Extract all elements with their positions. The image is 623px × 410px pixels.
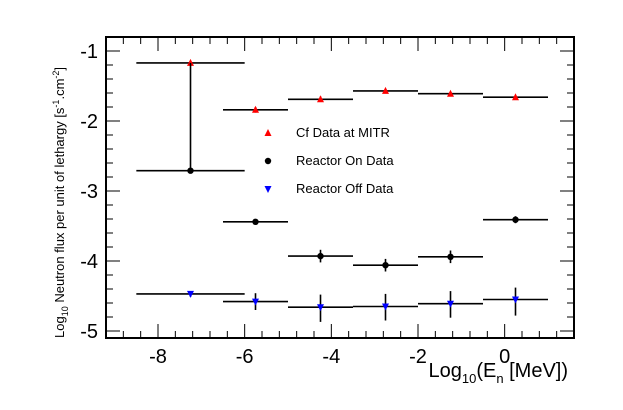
data-point xyxy=(187,167,194,174)
y-axis-title-sup2: -2 xyxy=(51,71,61,79)
x-tick-label: -2 xyxy=(409,346,427,368)
data-point xyxy=(382,86,389,94)
x-axis-title-middle: (E xyxy=(476,360,496,382)
data-point xyxy=(382,303,389,311)
data-point xyxy=(317,95,324,103)
x-axis-title: Log10(En [MeV]) xyxy=(428,360,568,386)
y-tick-label: -3 xyxy=(80,181,98,203)
legend-marker xyxy=(264,129,272,136)
series-reactor-on-data xyxy=(136,62,548,272)
series-cf-data-at-mitr xyxy=(136,58,548,113)
x-tick-label: -6 xyxy=(236,346,254,368)
y-tick-label: -4 xyxy=(80,251,98,273)
tick-labels: -8 -6 -4 -2 0 -5 -4 -3 -2 -1 xyxy=(80,41,510,368)
x-axis-title-sub2: n xyxy=(496,371,503,386)
data-point xyxy=(187,58,194,66)
y-axis-title-sub: 10 xyxy=(60,306,70,316)
data-point xyxy=(187,290,194,298)
y-tick-label: -5 xyxy=(80,321,98,343)
data-point xyxy=(447,89,454,97)
data-point xyxy=(447,253,454,260)
data-point xyxy=(317,304,324,312)
y-axis-title-mid2: .cm xyxy=(52,79,67,100)
x-axis-title-prefix: Log xyxy=(428,360,461,382)
y-axis-title-sup1: -1 xyxy=(51,100,61,108)
y-axis-title: Log10 Neutron flux per unit of lethargy … xyxy=(51,67,70,338)
series-reactor-off-data xyxy=(136,287,548,322)
data-point xyxy=(252,105,259,113)
data-marks xyxy=(136,58,548,322)
legend-label: Reactor On Data xyxy=(296,153,394,168)
data-point xyxy=(512,93,519,101)
y-tick-label: -2 xyxy=(80,111,98,133)
y-axis-title-prefix: Log xyxy=(52,316,67,338)
data-point xyxy=(447,300,454,308)
y-tick-label: -1 xyxy=(80,41,98,63)
axis-ticks xyxy=(106,36,575,338)
data-point xyxy=(512,296,519,304)
y-axis-title-suffix: ] xyxy=(52,67,67,71)
data-point xyxy=(252,218,259,225)
legend-marker xyxy=(264,186,272,193)
x-tick-label: -4 xyxy=(322,346,340,368)
data-point xyxy=(512,216,519,223)
x-tick-label: -8 xyxy=(149,346,167,368)
legend: Cf Data at MITR Reactor On Data Reactor Of… xyxy=(264,125,394,196)
x-axis-title-suffix: [MeV]) xyxy=(504,360,568,382)
x-tick-label: 0 xyxy=(499,346,510,368)
legend-marker xyxy=(264,157,272,165)
legend-label: Reactor Off Data xyxy=(296,181,394,196)
x-axis-title-sub: 10 xyxy=(462,371,476,386)
data-point xyxy=(252,298,259,306)
data-point xyxy=(382,262,389,269)
data-point xyxy=(317,252,324,260)
plot-frame xyxy=(105,36,575,339)
y-axis-title-middle: Neutron flux per unit of lethargy [s xyxy=(52,107,67,306)
legend-label: Cf Data at MITR xyxy=(296,125,390,140)
